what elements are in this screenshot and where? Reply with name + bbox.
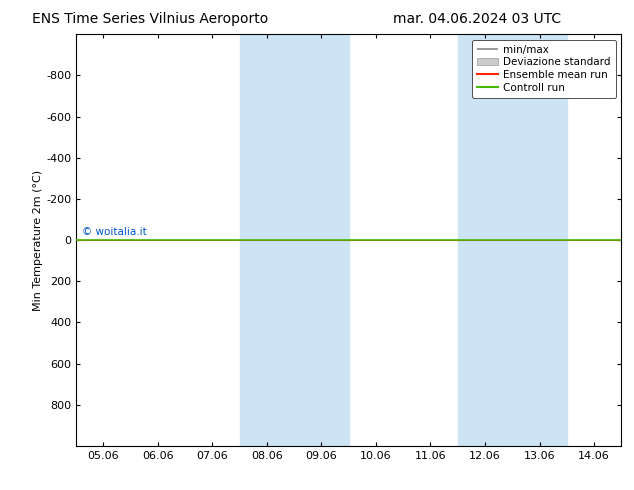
Bar xyxy=(240,34,349,446)
Text: ENS Time Series Vilnius Aeroporto: ENS Time Series Vilnius Aeroporto xyxy=(32,12,268,26)
Legend: min/max, Deviazione standard, Ensemble mean run, Controll run: min/max, Deviazione standard, Ensemble m… xyxy=(472,40,616,98)
Text: mar. 04.06.2024 03 UTC: mar. 04.06.2024 03 UTC xyxy=(393,12,561,26)
Bar xyxy=(458,34,567,446)
Y-axis label: Min Temperature 2m (°C): Min Temperature 2m (°C) xyxy=(34,170,43,311)
Text: © woitalia.it: © woitalia.it xyxy=(82,227,146,237)
